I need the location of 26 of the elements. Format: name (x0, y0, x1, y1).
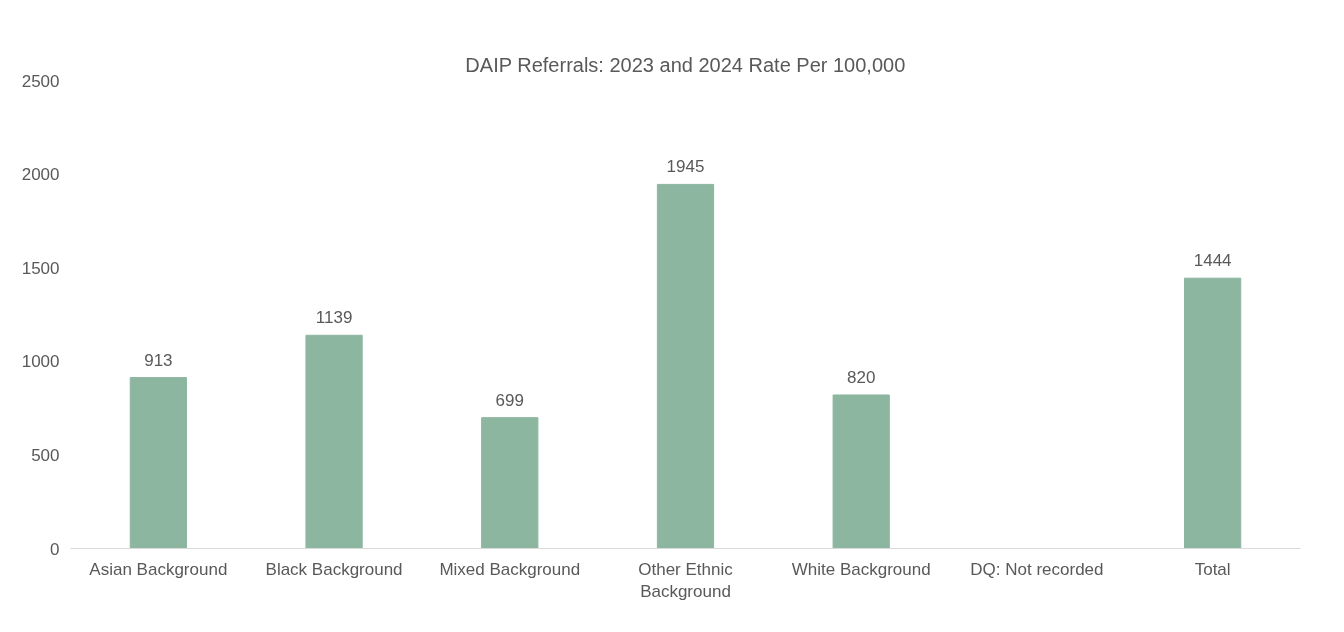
x-tick-label: DQ: Not recorded (970, 559, 1104, 579)
chart-title: DAIP Referrals: 2023 and 2024 Rate Per 100,000 (465, 53, 906, 76)
data-label: 820 (847, 368, 876, 387)
y-tick-label: 1500 (21, 258, 60, 278)
x-tick-label: Other Ethnic Background (638, 559, 734, 602)
data-label: 1945 (666, 157, 705, 177)
x-tick-label: Total (1194, 559, 1231, 579)
data-label: 699 (495, 390, 524, 410)
data-label: 913 (144, 350, 173, 370)
data-label: 1139 (315, 308, 353, 328)
y-tick-label: 0 (50, 539, 60, 559)
bar (656, 183, 715, 549)
y-tick-label: 2500 (21, 71, 60, 91)
y-tick-label: 2000 (21, 165, 60, 185)
bar (1184, 277, 1242, 549)
y-tick-label: 500 (31, 445, 60, 465)
data-label: 1444 (1193, 251, 1232, 271)
bar (305, 334, 363, 549)
y-tick-label: 1000 (21, 352, 60, 372)
x-tick-label: Asian Background (89, 559, 228, 579)
x-tick-label: Black Background (265, 559, 403, 579)
bar (129, 377, 187, 549)
x-tick-label: White Background (791, 559, 931, 579)
x-tick-label: Mixed Background (439, 559, 581, 579)
bar (832, 394, 890, 549)
bar (481, 417, 539, 549)
